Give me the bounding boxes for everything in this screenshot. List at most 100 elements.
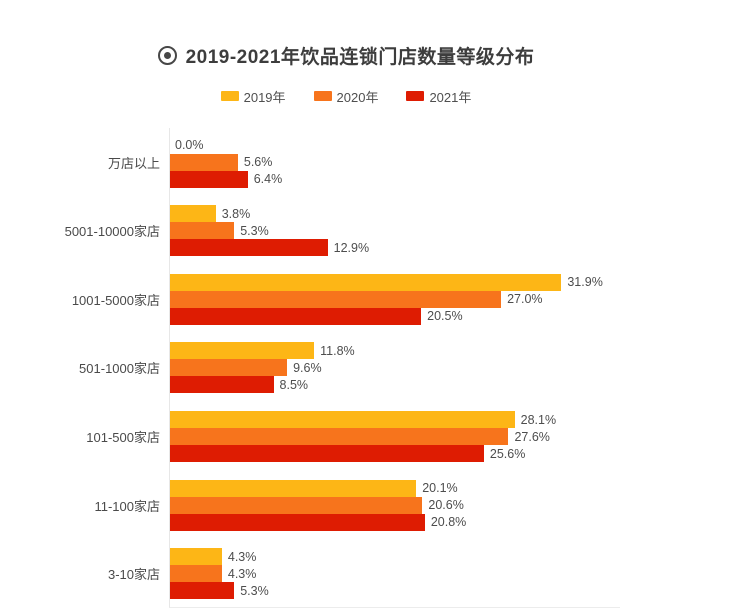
bar-line: 25.6%: [169, 445, 729, 463]
bar-value-label: 4.3%: [227, 566, 257, 581]
bar-group: 31.9% 27.0% 20.5%: [169, 273, 729, 325]
bar-2021: [169, 307, 422, 325]
bar-2021: [169, 513, 425, 531]
bar-2021: [169, 582, 235, 600]
legend-label: 2020年: [336, 89, 379, 105]
bar-line: 11.8%: [169, 342, 729, 360]
bar-value-label: 3.8%: [221, 206, 251, 221]
bar-line: 27.0%: [169, 290, 729, 308]
bar-line: 3.8%: [169, 205, 729, 223]
bar-group: 0.0% 5.6% 6.4%: [169, 137, 729, 188]
bullseye-dot: [163, 51, 171, 59]
legend-item-2019[interactable]: 2019年: [220, 87, 286, 106]
bar-2020: [169, 359, 288, 377]
chart-row: 501-1000家店 11.8% 9.6% 8.5%: [0, 334, 729, 403]
bar-value-label: 25.6%: [489, 446, 526, 461]
chart-title: 2019-2021年饮品连锁门店数量等级分布: [185, 46, 535, 68]
bar-line: 8.5%: [169, 376, 729, 394]
bar-value-label: 12.9%: [333, 240, 370, 255]
bar-2019: [169, 548, 222, 566]
bar-line: 12.9%: [169, 239, 729, 257]
bar-2020: [169, 290, 502, 308]
category-label: 11-100家店: [94, 498, 160, 514]
bar-line: 4.3%: [169, 548, 729, 566]
bar-value-label: 8.5%: [279, 377, 309, 392]
bar-2021: [169, 170, 248, 188]
bar-value-label: 4.3%: [227, 549, 257, 564]
bar-2020: [169, 565, 222, 583]
bar-line: 4.3%: [169, 565, 729, 583]
bar-value-label: 31.9%: [567, 275, 603, 290]
legend-item-2020[interactable]: 2020年: [313, 87, 379, 106]
chart-row: 101-500家店 28.1% 27.6% 25.6%: [0, 402, 729, 471]
legend-swatch-2019: [220, 91, 239, 101]
category-label: 5001-10000家店: [64, 224, 160, 240]
bar-2021: [169, 376, 274, 394]
chart-row: 5001-10000家店 3.8% 5.3% 12.9%: [0, 197, 729, 266]
bar-group: 28.1% 27.6% 25.6%: [169, 411, 729, 463]
bar-value-label: 11.8%: [320, 343, 355, 358]
bar-line: 0.0%: [169, 137, 729, 154]
bar-line: 9.6%: [169, 359, 729, 377]
bar-2019: [169, 342, 315, 360]
bar-value-label: 20.8%: [430, 515, 467, 530]
chart-row: 万店以上 0.0% 5.6% 6.4%: [0, 128, 729, 197]
bar-line: 27.6%: [169, 428, 729, 446]
legend-swatch-2020: [313, 91, 332, 101]
bar-line: 5.6%: [169, 153, 729, 171]
chart-row: 1001-5000家店 31.9% 27.0% 20.5%: [0, 265, 729, 334]
bar-2019: [169, 205, 216, 223]
category-label: 3-10家店: [107, 567, 160, 583]
bar-line: 6.4%: [169, 170, 729, 188]
bar-2021: [169, 239, 328, 257]
legend-item-2021[interactable]: 2021年: [406, 87, 471, 106]
bar-line: 20.1%: [169, 479, 729, 497]
legend-label: 2021年: [429, 89, 472, 105]
category-label: 1001-5000家店: [71, 292, 160, 308]
plot-area: 万店以上 0.0% 5.6% 6.4% 5001-10000家店 3.8% 5.3% 12.9…: [0, 128, 729, 608]
bar-group: 11.8% 9.6% 8.5%: [169, 342, 729, 394]
bar-2019: [169, 411, 515, 429]
bar-value-label: 27.6%: [514, 429, 550, 444]
legend-swatch-2021: [406, 91, 425, 101]
bar-line: 20.5%: [169, 307, 729, 325]
bar-2019: [169, 273, 562, 291]
bar-value-label: 5.6%: [243, 155, 273, 170]
category-label: 万店以上: [107, 155, 160, 171]
bar-group: 4.3% 4.3% 5.3%: [169, 548, 729, 600]
bar-value-label: 20.6%: [428, 498, 464, 513]
legend-label: 2019年: [243, 89, 286, 105]
category-label: 501-1000家店: [79, 361, 160, 377]
bar-value-label: 27.0%: [507, 292, 543, 307]
chart-rows: 万店以上 0.0% 5.6% 6.4% 5001-10000家店 3.8% 5.3% 12.9…: [0, 128, 729, 608]
bar-line: 5.3%: [169, 222, 729, 240]
bar-value-label: 6.4%: [253, 172, 283, 187]
bar-value-label: 9.6%: [293, 360, 322, 375]
bar-value-label: 5.3%: [240, 583, 269, 598]
bar-2020: [169, 496, 423, 514]
legend: 2019年 2020年 2021年: [0, 87, 692, 106]
bar-line: 31.9%: [169, 273, 729, 291]
category-label: 101-500家店: [86, 430, 160, 446]
bar-line: 28.1%: [169, 411, 729, 429]
bullseye-icon: [157, 45, 177, 65]
title-row: 2019-2021年饮品连锁门店数量等级分布: [0, 42, 692, 68]
bar-line: 20.6%: [169, 496, 729, 514]
bar-group: 20.1% 20.6% 20.8%: [169, 479, 729, 531]
bar-line: 5.3%: [169, 582, 729, 600]
bar-2020: [169, 428, 509, 446]
bar-value-label: 5.3%: [240, 223, 269, 238]
bar-value-label: 28.1%: [520, 412, 557, 427]
bar-value-label: 20.5%: [427, 309, 463, 324]
bar-value-label: 0.0%: [175, 138, 204, 153]
chart-row: 3-10家店 4.3% 4.3% 5.3%: [0, 539, 729, 608]
bar-2020: [169, 222, 235, 240]
chart-row: 11-100家店 20.1% 20.6% 20.8%: [0, 471, 729, 540]
bar-group: 3.8% 5.3% 12.9%: [169, 205, 729, 257]
bar-2020: [169, 153, 238, 171]
bar-2021: [169, 445, 484, 463]
bar-value-label: 20.1%: [422, 481, 458, 496]
bar-line: 20.8%: [169, 513, 729, 531]
bar-2019: [169, 479, 417, 497]
